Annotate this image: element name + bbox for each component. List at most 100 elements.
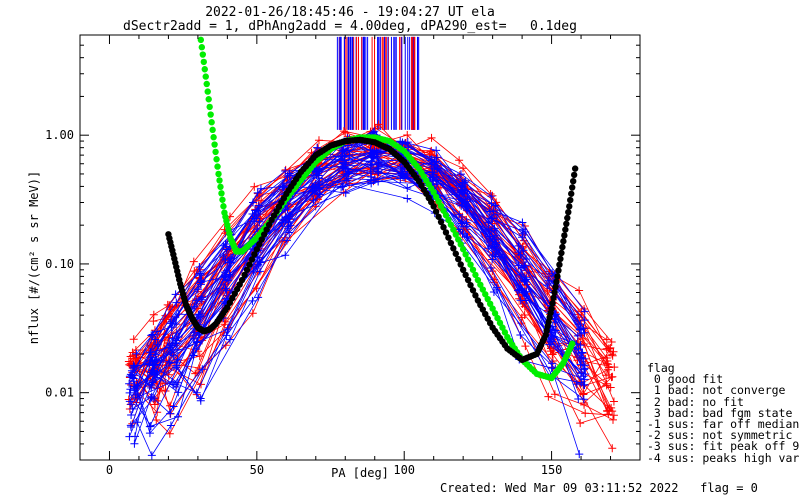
green-fit-point — [203, 80, 210, 88]
red-data-point — [544, 392, 553, 401]
blue-data-point — [516, 250, 525, 259]
green-fit-point — [452, 231, 459, 238]
black-fit-point — [440, 224, 447, 231]
black-fit-point — [472, 292, 479, 299]
blue-data-point — [151, 335, 160, 344]
blue-data-point — [432, 146, 441, 155]
blue-data-point — [522, 292, 531, 301]
green-fit-point — [501, 329, 509, 336]
blue-data-point — [126, 370, 135, 379]
green-fit-point — [484, 295, 491, 303]
blue-data-point — [338, 146, 347, 155]
black-fit-point — [253, 246, 261, 253]
blue-data-point — [580, 307, 589, 316]
red-data-point — [311, 202, 320, 211]
green-fit-point — [450, 226, 457, 233]
blue-data-point — [174, 412, 183, 421]
blue-data-point — [576, 320, 585, 329]
green-fit-point — [201, 66, 208, 73]
blue-data-point — [131, 432, 140, 441]
blue-data-point — [336, 155, 345, 164]
blue-data-point — [281, 251, 290, 260]
red-data-point — [314, 136, 323, 145]
black-fit-point — [432, 208, 440, 215]
blue-data-point — [221, 240, 230, 249]
blue-data-point — [256, 258, 265, 267]
blue-data-point — [492, 210, 501, 219]
green-fit-point — [457, 241, 464, 248]
blue-data-point — [458, 179, 467, 188]
black-fit-point — [548, 305, 555, 312]
blue-data-point — [133, 393, 142, 402]
green-fit-point — [445, 216, 452, 224]
red-series-line — [129, 170, 614, 421]
red-data-point — [607, 337, 616, 346]
blue-data-point — [462, 232, 471, 241]
blue-data-point — [366, 161, 375, 170]
blue-data-point — [149, 366, 158, 375]
black-fit-point — [455, 255, 462, 263]
blue-data-point — [492, 248, 501, 257]
green-fit-point — [197, 36, 205, 44]
red-data-point — [221, 341, 230, 350]
black-fit-point — [554, 273, 561, 280]
black-fit-point — [565, 208, 572, 216]
green-fit-point — [200, 58, 207, 66]
blue-series-line — [130, 176, 581, 416]
blue-data-point — [147, 451, 156, 460]
blue-data-point — [400, 173, 409, 182]
black-fit-point — [248, 256, 256, 263]
blue-data-point — [172, 298, 181, 307]
green-fit-point — [447, 221, 455, 228]
blue-data-point — [574, 394, 583, 403]
red-data-point — [220, 320, 229, 329]
green-fit-point — [216, 177, 223, 184]
black-fit-point — [452, 250, 459, 257]
blue-data-point — [367, 179, 376, 188]
blue-data-point — [432, 153, 441, 162]
blue-data-point — [576, 341, 585, 350]
blue-data-point — [166, 421, 175, 430]
black-fit-point — [557, 255, 564, 263]
blue-data-point — [576, 369, 585, 378]
black-fit-point — [566, 203, 573, 210]
flag-legend-item: -4 sus: peaks high var — [647, 450, 800, 465]
flag-legend-item: 1 bad: not converge — [647, 383, 786, 398]
black-fit-point — [558, 249, 565, 257]
blue-data-point — [167, 348, 176, 357]
blue-data-point — [580, 316, 589, 325]
red-data-point — [403, 130, 412, 139]
blue-data-point — [338, 159, 347, 168]
blue-data-point — [196, 396, 205, 405]
blue-data-point — [146, 393, 155, 402]
red-data-point — [609, 397, 618, 406]
black-fit-point — [564, 214, 571, 222]
black-fit-point — [553, 278, 560, 285]
blue-data-point — [198, 365, 207, 374]
red-data-point — [521, 342, 530, 351]
flag-legend-item: -3 sus: fit peak off 90 — [647, 439, 800, 454]
blue-data-point — [342, 176, 351, 185]
green-fit-point — [217, 183, 224, 191]
blue-data-point — [491, 201, 500, 210]
blue-data-point — [578, 353, 587, 362]
black-fit-point — [450, 245, 457, 252]
red-data-point — [605, 404, 614, 413]
red-data-point — [458, 164, 467, 173]
green-fit-point — [213, 156, 220, 163]
black-fit-point — [442, 229, 450, 236]
blue-data-point — [253, 188, 262, 197]
blue-data-point — [516, 296, 525, 305]
blue-data-point — [367, 157, 376, 166]
blue-series-line — [133, 151, 582, 366]
blue-data-point — [341, 189, 350, 198]
green-fit-point — [209, 126, 216, 134]
blue-data-point — [521, 228, 530, 237]
blue-data-point — [520, 261, 529, 270]
blue-data-point — [433, 177, 442, 186]
footer-created: Created: Wed Mar 09 03:11:52 2022 flag =… — [440, 482, 758, 495]
red-data-point — [608, 444, 617, 453]
black-fit-point — [457, 261, 464, 268]
red-data-point — [281, 165, 290, 174]
